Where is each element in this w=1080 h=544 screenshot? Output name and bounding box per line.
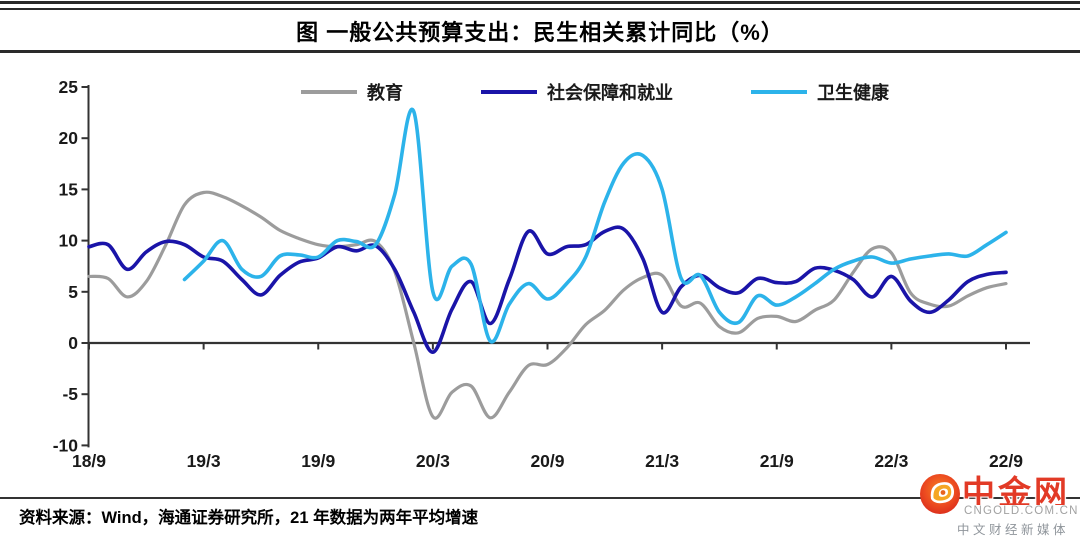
- y-tick-label: 15: [59, 179, 79, 199]
- y-tick-label: 20: [59, 128, 79, 148]
- x-tick-label: 19/9: [301, 451, 335, 471]
- cngold-logo: 中金网 CNGOLD.COM.CN 中文财经新媒体: [915, 466, 1080, 544]
- series-line-health: [182, 107, 1008, 344]
- legend-item-health: 卫生健康: [751, 79, 889, 105]
- x-tick-label: 21/3: [645, 451, 679, 471]
- legend-label-social-security-employment: 社会保障和就业: [547, 83, 673, 103]
- y-tick-label: -10: [53, 435, 79, 455]
- chart-title: 图 一般公共预算支出：民生相关累计同比（%）: [296, 20, 784, 45]
- x-tick-label: 18/9: [72, 451, 106, 471]
- legend-label-education: 教育: [367, 83, 403, 103]
- x-tick-label: 21/9: [760, 451, 794, 471]
- y-tick-label: 10: [59, 231, 79, 251]
- source-note: 资料来源：Wind，海通证券研究所，21 年数据为两年平均增速: [19, 509, 479, 527]
- x-tick-label: 19/3: [187, 451, 221, 471]
- top-rule-thin: [0, 8, 1080, 10]
- top-rule-thick: [0, 1, 1080, 4]
- cngold-logo-domain: CNGOLD.COM.CN: [964, 505, 1079, 517]
- legend-swatch-education: [301, 90, 357, 94]
- cngold-logo-icon: [920, 474, 960, 514]
- cngold-logo-tagline: 中文财经新媒体: [957, 523, 1070, 537]
- y-tick-label: 0: [68, 333, 78, 353]
- x-tick-label: 20/3: [416, 451, 450, 471]
- chart-legend: 教育 社会保障和就业 卫生健康: [110, 79, 1080, 105]
- series-line-education: [87, 190, 1008, 420]
- legend-item-education: 教育: [301, 79, 403, 105]
- cngold-logo-name: 中金网: [962, 474, 1070, 511]
- y-tick-label: 5: [68, 282, 78, 302]
- x-tick-label: 22/9: [989, 451, 1023, 471]
- legend-swatch-health: [751, 90, 807, 94]
- legend-swatch-social-security-employment: [481, 90, 537, 94]
- y-tick-label: 25: [59, 77, 79, 97]
- legend-label-health: 卫生健康: [817, 83, 889, 103]
- y-tick-label: -5: [62, 384, 78, 404]
- title-divider-rule: [0, 50, 1080, 53]
- footer-rule: [0, 497, 1080, 499]
- legend-item-social-security-employment: 社会保障和就业: [481, 79, 673, 105]
- x-tick-label: 22/3: [874, 451, 908, 471]
- x-tick-label: 20/9: [530, 451, 564, 471]
- series-line-social-security-employment: [87, 225, 1008, 354]
